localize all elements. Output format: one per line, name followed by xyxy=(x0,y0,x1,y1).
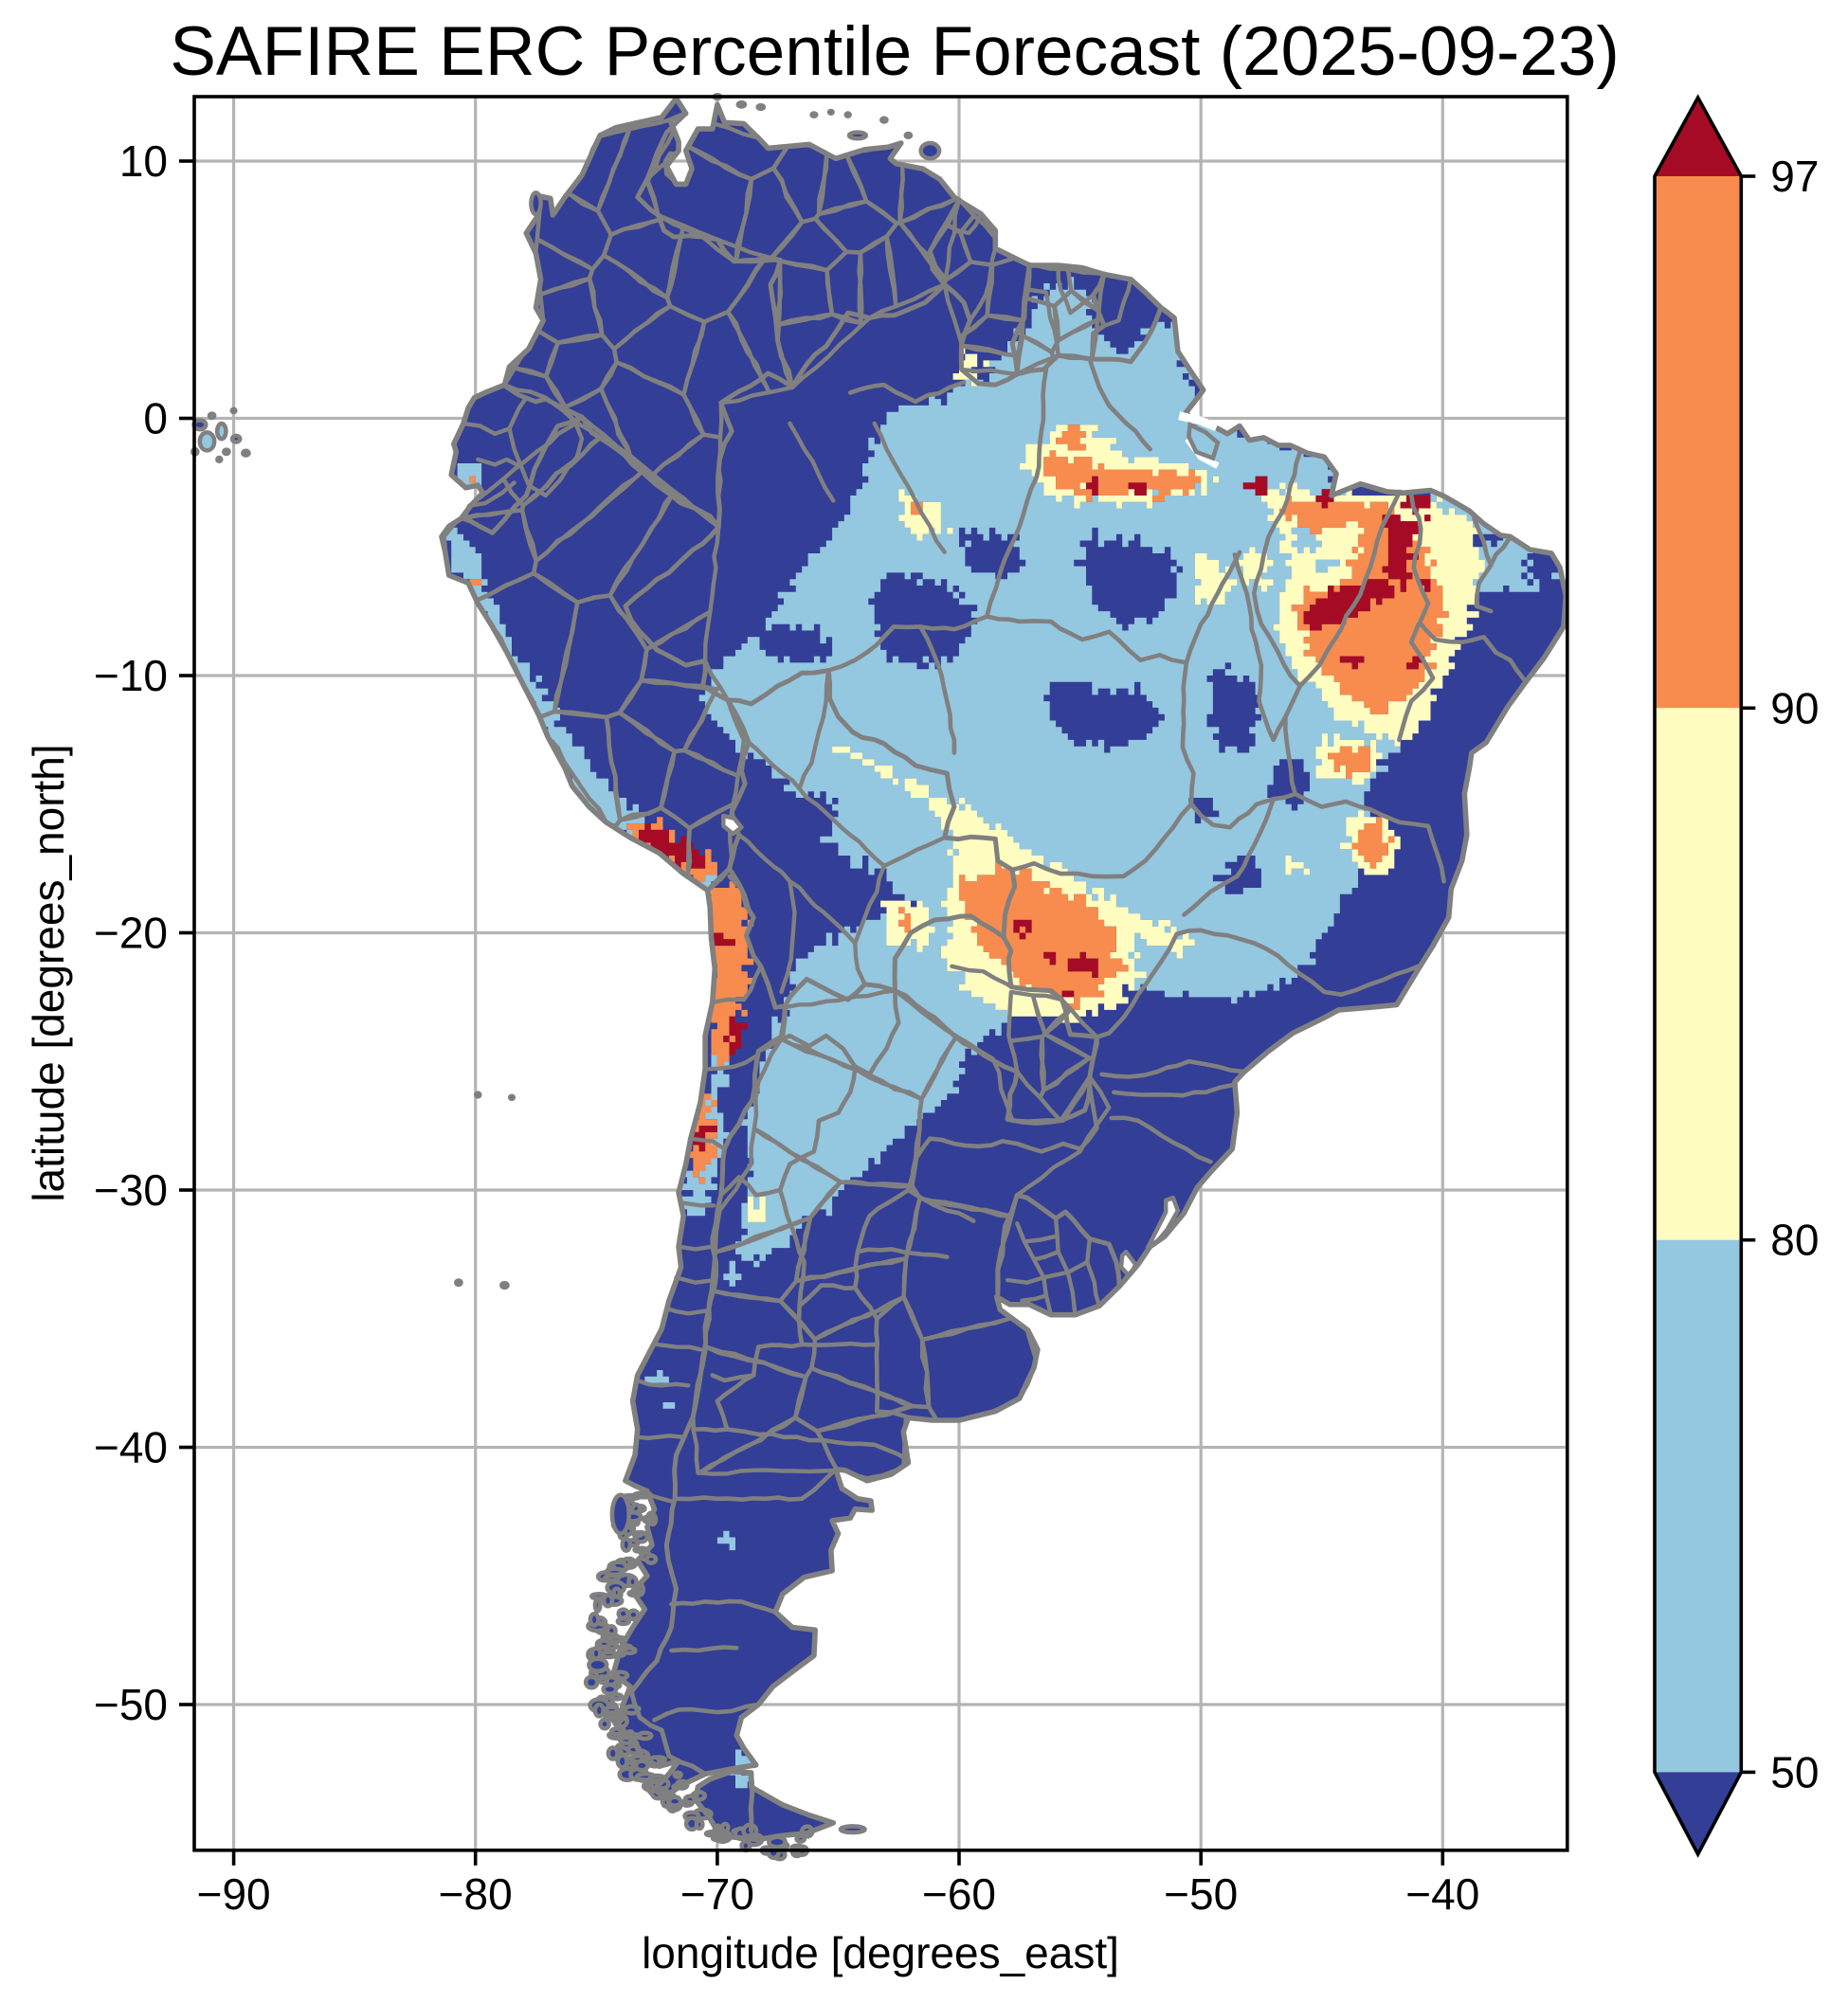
svg-text:−60: −60 xyxy=(922,1869,996,1919)
svg-text:−50: −50 xyxy=(1164,1869,1238,1919)
svg-text:10: 10 xyxy=(119,136,168,186)
svg-text:−10: −10 xyxy=(94,651,168,700)
svg-text:−20: −20 xyxy=(94,909,168,958)
svg-text:−90: −90 xyxy=(197,1869,271,1919)
svg-text:−70: −70 xyxy=(680,1869,754,1919)
svg-text:SAFIRE ERC Percentile Forecast: SAFIRE ERC Percentile Forecast (2025-09-… xyxy=(170,13,1620,90)
svg-text:−40: −40 xyxy=(94,1423,168,1472)
svg-text:50: 50 xyxy=(1770,1747,1819,1796)
svg-text:90: 90 xyxy=(1770,683,1819,732)
svg-text:0: 0 xyxy=(143,394,168,443)
svg-text:80: 80 xyxy=(1770,1216,1819,1265)
svg-text:−40: −40 xyxy=(1405,1869,1479,1919)
svg-text:−80: −80 xyxy=(439,1869,513,1919)
svg-text:latitude [degrees_north]: latitude [degrees_north] xyxy=(24,744,73,1201)
svg-text:longitude [degrees_east]: longitude [degrees_east] xyxy=(642,1928,1119,1977)
svg-text:−50: −50 xyxy=(94,1680,168,1729)
svg-text:−30: −30 xyxy=(94,1165,168,1215)
svg-text:97: 97 xyxy=(1770,152,1819,201)
